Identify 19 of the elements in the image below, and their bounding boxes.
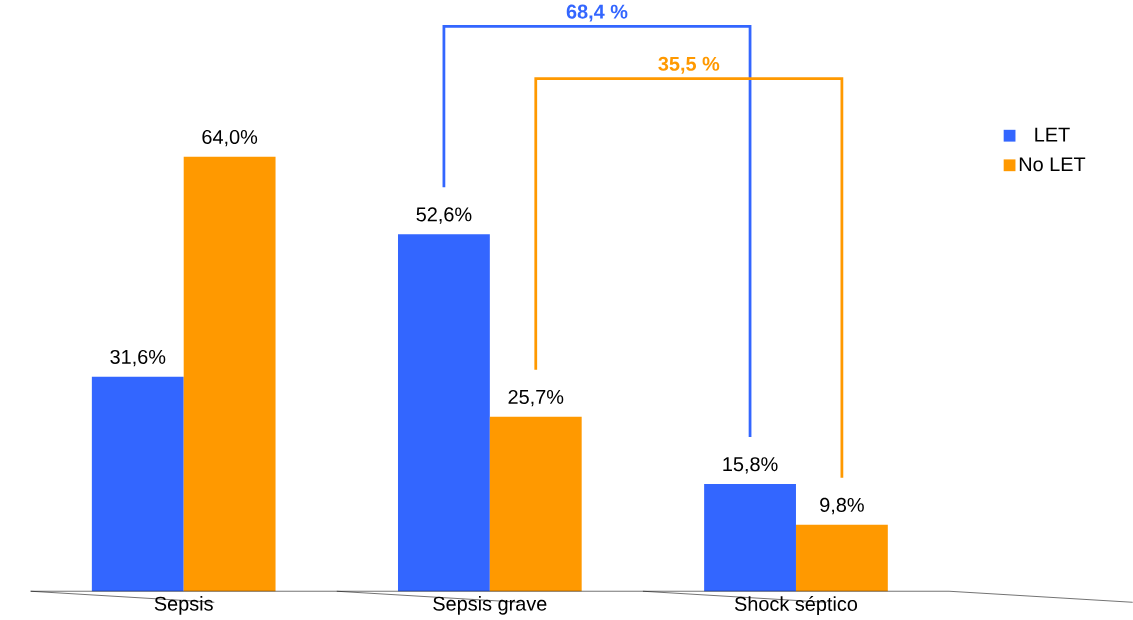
data-label: 15,8% bbox=[723, 457, 778, 474]
legend-label: LET bbox=[1035, 128, 1070, 142]
text: 35,5 % bbox=[658, 56, 720, 74]
data-label: 31,6% bbox=[110, 350, 166, 367]
bar bbox=[397, 234, 490, 592]
data-label: 25,7% bbox=[508, 390, 564, 407]
bar bbox=[183, 157, 276, 592]
bar bbox=[704, 484, 796, 592]
bar bbox=[795, 524, 888, 592]
data-label: 52,6% bbox=[416, 207, 472, 224]
data-label: 64,0% bbox=[202, 130, 258, 147]
text: 68,4 % bbox=[566, 4, 628, 22]
x-tick-label: Sepsis grave bbox=[433, 596, 547, 615]
bar bbox=[489, 417, 582, 592]
x-tick-label: Sepsis bbox=[154, 596, 213, 615]
bar bbox=[91, 376, 184, 592]
data-label: 9,8% bbox=[820, 498, 864, 515]
x-tick-label: Shock séptico bbox=[734, 596, 858, 616]
legend-label: No LET bbox=[1019, 157, 1086, 172]
